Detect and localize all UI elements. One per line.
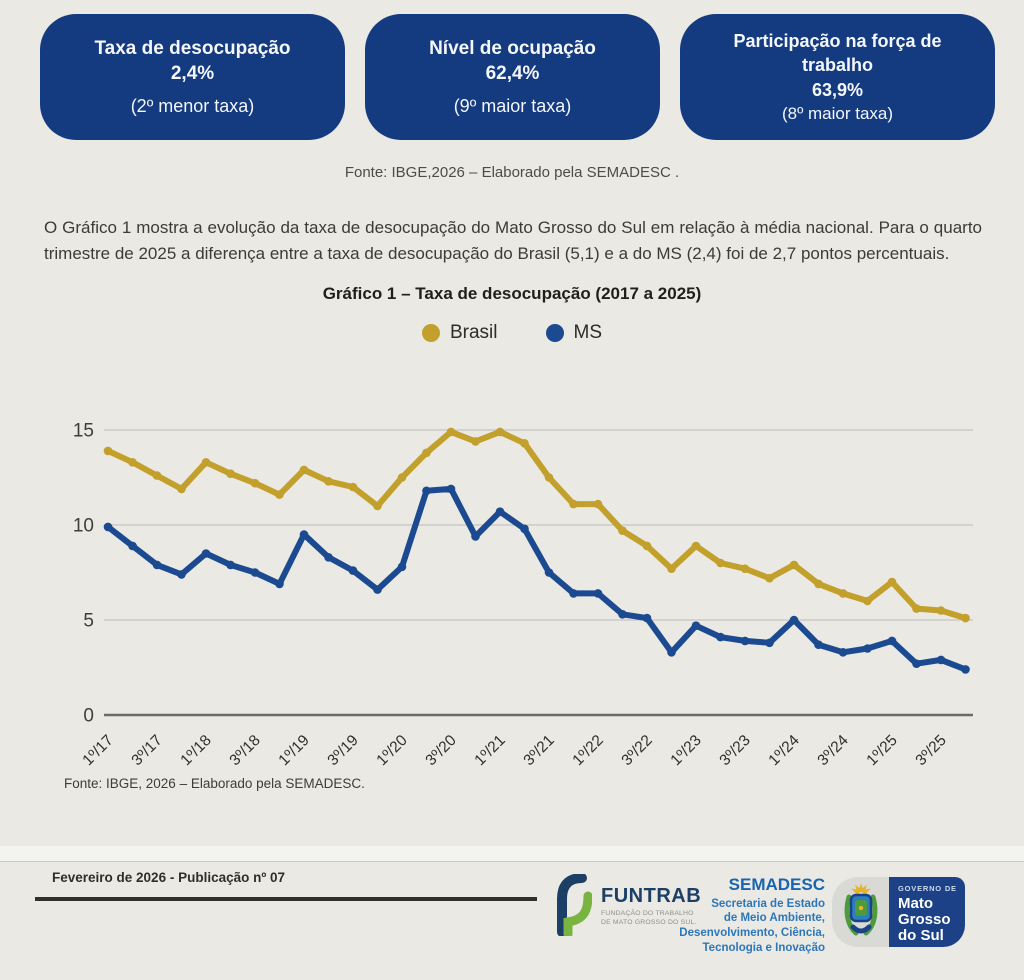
footer-divider xyxy=(0,861,1024,862)
semadesc-logo: SEMADESC Secretaria de Estado de Meio Am… xyxy=(660,875,825,956)
funtrab-logo: FUNTRAB FUNDAÇÃO DO TRABALHO DE MATO GRO… xyxy=(552,874,701,936)
svg-text:5: 5 xyxy=(83,611,94,632)
svg-text:0: 0 xyxy=(83,706,94,727)
chart-title: Gráfico 1 – Taxa de desocupação (2017 a … xyxy=(322,284,702,303)
source-line-bottom: Fonte: IBGE, 2026 – Elaborado pela SEMAD… xyxy=(64,776,365,791)
stat-cards: Taxa de desocupação 2,4% (2º menor taxa)… xyxy=(40,14,995,140)
mato-grosso-do-sul-label: Mato Grosso do Sul xyxy=(898,895,951,945)
legend-item-brasil: Brasil xyxy=(421,322,498,344)
svg-text:3º/23: 3º/23 xyxy=(716,732,753,769)
svg-text:3º/19: 3º/19 xyxy=(324,732,361,769)
card-value: 62,4% xyxy=(485,62,540,84)
svg-text:3º/21: 3º/21 xyxy=(520,732,557,769)
svg-text:10: 10 xyxy=(73,516,94,537)
publication-info: Fevereiro de 2026 - Publicação nº 07 xyxy=(52,870,286,885)
legend-label: Brasil xyxy=(449,322,498,343)
card-note: (8º maior taxa) xyxy=(781,103,894,123)
semadesc-name: SEMADESC xyxy=(728,875,825,894)
svg-text:1º/23: 1º/23 xyxy=(667,732,704,769)
svg-text:3º/20: 3º/20 xyxy=(422,732,460,770)
legend-item-ms: MS xyxy=(545,322,603,344)
svg-text:1º/21: 1º/21 xyxy=(471,732,508,769)
svg-text:1º/19: 1º/19 xyxy=(275,732,312,769)
card-title: Nível de ocupação xyxy=(429,38,596,60)
card-value: 2,4% xyxy=(170,62,215,84)
governo-ms-logo: GOVERNO DE Mato Grosso do Sul xyxy=(832,877,965,947)
funtrab-logo-icon xyxy=(557,874,592,936)
semadesc-subtitle: Secretaria de Estado de Meio Ambiente, D… xyxy=(679,897,825,954)
governo-de-label: GOVERNO DE xyxy=(898,884,957,893)
card-title: Participação na força de trabalho xyxy=(733,31,942,75)
svg-text:3º/25: 3º/25 xyxy=(912,732,949,769)
footer-band xyxy=(0,846,1024,861)
svg-text:1º/24: 1º/24 xyxy=(765,732,803,770)
svg-text:1º/17: 1º/17 xyxy=(79,732,116,769)
svg-text:1º/18: 1º/18 xyxy=(177,732,214,769)
svg-text:15: 15 xyxy=(73,421,94,442)
card-note: (2º menor taxa) xyxy=(130,95,255,116)
svg-text:1º/22: 1º/22 xyxy=(569,732,606,769)
source-line-top: Fonte: IBGE,2026 – Elaborado pela SEMADE… xyxy=(344,164,680,181)
svg-text:1º/25: 1º/25 xyxy=(863,732,900,769)
unemployment-line-chart: 0 5 10 15 1º/17 3º/17 1º/18 3º/18 1º/19 3º/19 1º/2… xyxy=(73,421,973,770)
chart-legend: Brasil MS xyxy=(0,322,1024,344)
funtrab-subtitle: FUNDAÇÃO DO TRABALHO DE MATO GROSSO DO S… xyxy=(601,910,697,927)
svg-text:3º/17: 3º/17 xyxy=(128,732,165,769)
svg-text:3º/18: 3º/18 xyxy=(226,732,263,769)
governo-ms-text: GOVERNO DE Mato Grosso do Sul xyxy=(889,877,965,947)
card-taxa-desocupacao: Taxa de desocupação 2,4% (2º menor taxa) xyxy=(40,14,345,140)
card-participacao-forca-trabalho: Participação na força de trabalho 63,9% … xyxy=(680,14,995,140)
publication-underline xyxy=(35,897,537,901)
card-nivel-ocupacao: Nível de ocupação 62,4% (9º maior taxa) xyxy=(365,14,660,140)
brasil-legend-dot-icon xyxy=(421,324,440,342)
funtrab-text: FUNTRAB FUNDAÇÃO DO TRABALHO DE MATO GRO… xyxy=(601,874,701,927)
svg-text:1º/20: 1º/20 xyxy=(373,732,411,770)
card-title: Taxa de desocupação xyxy=(94,38,291,60)
ms-legend-dot-icon xyxy=(545,324,564,342)
svg-text:3º/24: 3º/24 xyxy=(814,732,852,770)
legend-label: MS xyxy=(573,322,603,343)
intro-paragraph: O Gráfico 1 mostra a evolução da taxa de… xyxy=(44,218,982,263)
svg-text:3º/22: 3º/22 xyxy=(618,732,655,769)
ms-coat-of-arms-icon xyxy=(832,877,889,947)
card-value: 63,9% xyxy=(811,79,864,100)
funtrab-name: FUNTRAB xyxy=(601,885,702,907)
card-note: (9º maior taxa) xyxy=(453,95,572,116)
